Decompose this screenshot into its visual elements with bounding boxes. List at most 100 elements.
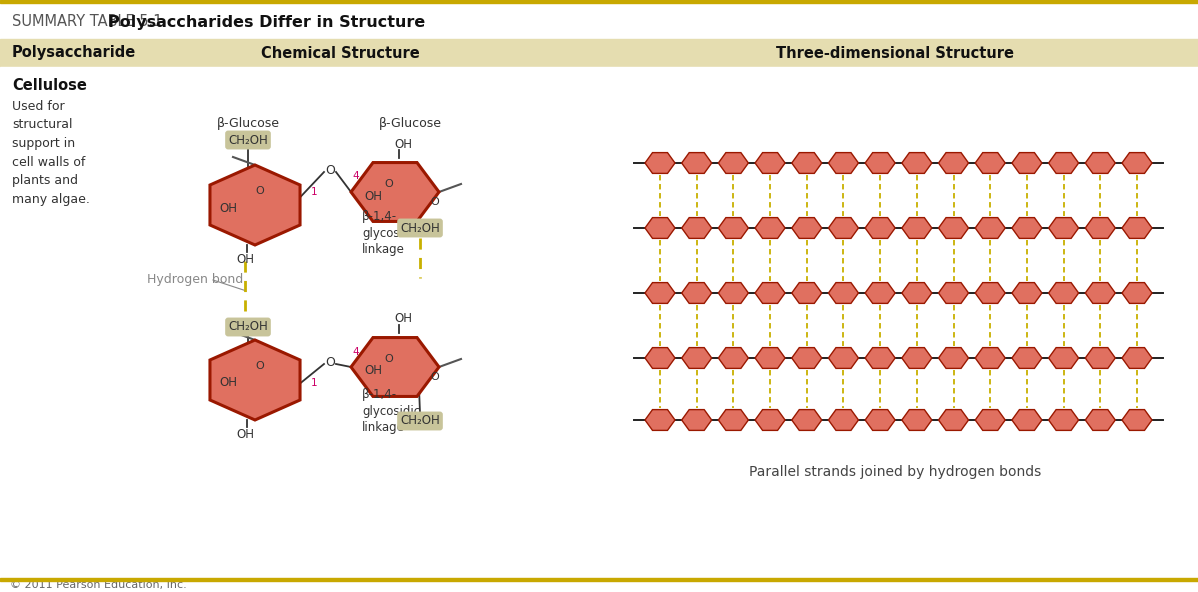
Text: OH: OH <box>236 253 254 266</box>
Polygon shape <box>865 218 895 239</box>
Bar <box>0 3 1198 39</box>
Polygon shape <box>829 153 859 173</box>
Bar <box>0 0 1198 3</box>
Polygon shape <box>865 153 895 173</box>
Polygon shape <box>719 348 749 368</box>
Polygon shape <box>755 282 785 303</box>
Polygon shape <box>645 410 674 430</box>
Polygon shape <box>1012 218 1042 239</box>
Text: O: O <box>385 354 393 364</box>
Text: CH₂OH: CH₂OH <box>400 414 440 427</box>
Polygon shape <box>682 410 712 430</box>
Text: O: O <box>385 179 393 189</box>
Polygon shape <box>975 282 1005 303</box>
Polygon shape <box>1085 218 1115 239</box>
Text: Polysaccharide: Polysaccharide <box>12 46 137 60</box>
Polygon shape <box>1012 282 1042 303</box>
Text: SUMMARY TABLE 5.1: SUMMARY TABLE 5.1 <box>12 14 168 30</box>
Text: O: O <box>430 197 440 207</box>
Polygon shape <box>1123 153 1152 173</box>
Polygon shape <box>719 218 749 239</box>
Polygon shape <box>792 348 822 368</box>
Text: © 2011 Pearson Education, Inc.: © 2011 Pearson Education, Inc. <box>10 580 187 590</box>
Polygon shape <box>682 348 712 368</box>
Polygon shape <box>1085 410 1115 430</box>
Polygon shape <box>351 163 438 221</box>
Polygon shape <box>975 348 1005 368</box>
Polygon shape <box>902 218 932 239</box>
Text: OH: OH <box>236 428 254 441</box>
Polygon shape <box>975 218 1005 239</box>
Bar <box>0 67 1198 578</box>
Polygon shape <box>1012 410 1042 430</box>
Polygon shape <box>1123 282 1152 303</box>
Text: β-1,4-
glycosidic
linkage: β-1,4- glycosidic linkage <box>362 388 420 434</box>
Polygon shape <box>938 348 968 368</box>
Polygon shape <box>902 282 932 303</box>
Text: O: O <box>255 186 265 196</box>
Text: OH: OH <box>394 137 412 150</box>
Polygon shape <box>792 153 822 173</box>
Polygon shape <box>682 282 712 303</box>
Polygon shape <box>792 218 822 239</box>
Polygon shape <box>902 348 932 368</box>
Text: OH: OH <box>364 365 382 378</box>
Polygon shape <box>1085 153 1115 173</box>
Polygon shape <box>645 348 674 368</box>
Text: OH: OH <box>394 313 412 326</box>
Text: CH₂OH: CH₂OH <box>228 320 268 333</box>
Text: OH: OH <box>364 189 382 202</box>
Polygon shape <box>755 218 785 239</box>
Polygon shape <box>210 165 300 245</box>
Text: 1: 1 <box>310 187 317 197</box>
Polygon shape <box>792 282 822 303</box>
Polygon shape <box>829 218 859 239</box>
Text: β-1,4-
glycosidic
linkage: β-1,4- glycosidic linkage <box>362 210 420 256</box>
Polygon shape <box>902 153 932 173</box>
Polygon shape <box>1085 282 1115 303</box>
Polygon shape <box>975 410 1005 430</box>
Polygon shape <box>645 282 674 303</box>
Polygon shape <box>1048 348 1078 368</box>
Polygon shape <box>865 410 895 430</box>
Polygon shape <box>645 153 674 173</box>
Polygon shape <box>829 348 859 368</box>
Text: OH: OH <box>219 377 237 390</box>
Text: O: O <box>255 361 265 371</box>
Polygon shape <box>351 337 438 397</box>
Polygon shape <box>938 410 968 430</box>
Text: OH: OH <box>219 201 237 214</box>
Polygon shape <box>1123 410 1152 430</box>
Polygon shape <box>902 410 932 430</box>
Polygon shape <box>938 282 968 303</box>
Polygon shape <box>865 348 895 368</box>
Polygon shape <box>1048 153 1078 173</box>
Polygon shape <box>1048 282 1078 303</box>
Polygon shape <box>1048 410 1078 430</box>
Text: 4: 4 <box>352 347 359 357</box>
Text: CH₂OH: CH₂OH <box>400 221 440 234</box>
Polygon shape <box>1048 218 1078 239</box>
Text: Three-dimensional Structure: Three-dimensional Structure <box>776 46 1014 60</box>
Polygon shape <box>682 218 712 239</box>
Text: β-Glucose: β-Glucose <box>217 117 279 130</box>
Polygon shape <box>682 153 712 173</box>
Polygon shape <box>865 282 895 303</box>
Polygon shape <box>755 348 785 368</box>
Bar <box>0 578 1198 581</box>
Polygon shape <box>719 282 749 303</box>
Polygon shape <box>1012 348 1042 368</box>
Text: 4: 4 <box>352 171 359 181</box>
Polygon shape <box>719 153 749 173</box>
Polygon shape <box>829 282 859 303</box>
Polygon shape <box>938 218 968 239</box>
Polygon shape <box>792 410 822 430</box>
Text: β-Glucose: β-Glucose <box>379 117 442 130</box>
Text: Polysaccharides Differ in Structure: Polysaccharides Differ in Structure <box>108 14 425 30</box>
Text: Hydrogen bond: Hydrogen bond <box>147 274 243 287</box>
Text: CH₂OH: CH₂OH <box>228 134 268 146</box>
Bar <box>0 39 1198 67</box>
Polygon shape <box>1123 348 1152 368</box>
Polygon shape <box>755 410 785 430</box>
Polygon shape <box>645 218 674 239</box>
